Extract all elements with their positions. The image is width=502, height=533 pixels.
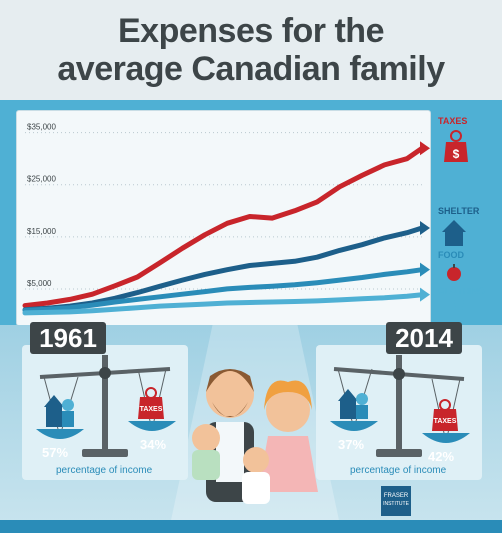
series-arrow-shelter (420, 220, 430, 235)
money-bag-icon: $ (444, 130, 468, 162)
svg-text:$: $ (453, 147, 460, 161)
chart-panel: $5,000 $15,000 $25,000 $35,000 (16, 110, 431, 326)
clothing-stack-icon (62, 411, 74, 427)
shelter-food-clothing-pct-1961: 57% (42, 445, 69, 460)
year-start-label: 1961 (30, 322, 106, 354)
balance-scale-1961: TAXES (36, 355, 176, 457)
y-tick-label: $25,000 (27, 175, 56, 184)
legend-label-taxes: TAXES (438, 116, 467, 126)
shelter-stack-icon (46, 405, 62, 427)
caption-2014: percentage of income (350, 465, 447, 476)
taxes-weight-tag: TAXES (140, 406, 163, 413)
series-arrow-food (420, 262, 430, 277)
series-line-clothing (22, 292, 425, 316)
year-end-label: 2014 (386, 322, 462, 354)
taxes-pct-1961: 34% (140, 437, 167, 452)
clothing-icon (444, 300, 464, 316)
taxes-pct-2014: 42% (428, 449, 455, 464)
title-line-2: average Canadian family (57, 50, 445, 88)
legend: TAXES $ SHELTER FOOD CLOTHING (438, 116, 485, 316)
y-tick-label: $15,000 (27, 227, 56, 236)
house-icon (442, 220, 466, 246)
scale-panel-2014: TAXES 37% 42% percentage of income (316, 345, 482, 480)
food-stack-icon (62, 399, 74, 411)
fraser-institute-logo: FRASER INSTITUTE (381, 486, 411, 516)
taxes-weight-icon (432, 409, 458, 431)
family-illustration (192, 369, 318, 504)
apple-icon (447, 264, 461, 281)
shelter-stack-icon (340, 399, 356, 419)
title-line-1: Expenses for the (118, 12, 384, 50)
legend-label-clothing: CLOTHING (438, 286, 485, 296)
legend-strip: TAXES $ SHELTER FOOD CLOTHING (430, 110, 502, 324)
balance-scale-2014: TAXES (330, 355, 470, 457)
bottom-bar (0, 520, 502, 533)
y-tick-label: $35,000 (27, 123, 56, 132)
legend-label-food: FOOD (438, 250, 464, 260)
food-stack-icon (356, 393, 368, 405)
caption-1961: percentage of income (56, 465, 153, 476)
y-tick-label: $5,000 (27, 279, 52, 288)
clothing-stack-icon (356, 405, 368, 419)
series-line-taxes (22, 145, 425, 309)
scale-panel-1961: TAXES 57% 34% percentage of income (22, 345, 188, 480)
shelter-food-clothing-pct-2014: 37% (338, 437, 365, 452)
series-arrow-clothing (420, 287, 430, 302)
page-title: Expenses for the average Canadian family (0, 12, 502, 88)
legend-label-shelter: SHELTER (438, 206, 480, 216)
taxes-weight-icon (138, 397, 164, 419)
taxes-weight-tag: TAXES (434, 418, 457, 425)
series-arrow-taxes (420, 141, 430, 156)
series-line-food (22, 267, 425, 313)
line-chart: $5,000 $15,000 $25,000 $35,000 (22, 123, 430, 316)
